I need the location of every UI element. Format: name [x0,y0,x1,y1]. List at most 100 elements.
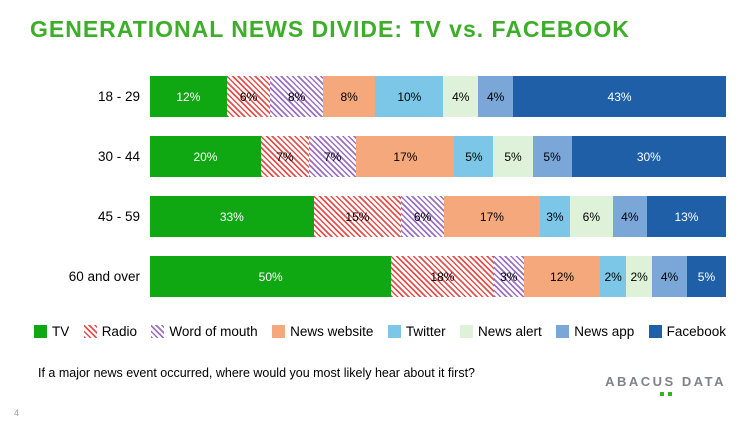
bar-segment-value: 5% [465,149,483,164]
bar-segment-news-app: 4% [478,76,514,117]
page-number: 4 [14,408,20,418]
bar-segment-radio: 18% [391,256,494,297]
bar-segment-twitter: 2% [600,256,627,297]
bar-segment-news-website: 17% [356,136,455,177]
legend-item-news-website: News website [272,324,373,339]
stacked-bar: 50% 18% 3% 12% 2% 2% 4% 5% [150,256,726,297]
category-label: 45 - 59 [97,209,140,224]
bar-segment-value: 7% [323,149,342,164]
bar-segment-value: 10% [397,89,422,104]
category-label: 60 and over [68,269,140,284]
legend-swatch-radio [83,325,97,338]
stacked-bar: 20% 7% 7% 17% 5% 5% 5% 30% [150,136,727,177]
chart-row: 60 and over 50% 18% 3% 12% 2% 2% 4% 5% [30,256,726,297]
bar-segment-facebook: 13% [646,196,726,237]
logo-dots-decoration [605,392,726,396]
bar-segment-word-of-mouth: 6% [401,196,444,237]
legend-label: Twitter [405,324,446,339]
bar-segment-value: 20% [193,149,218,164]
stacked-bar: 33% 15% 6% 17% 3% 6% 4% 13% [150,196,726,237]
bar-segment-tv: 50% [150,256,392,297]
legend-item-facebook: Facebook [648,324,726,339]
bar-segment-news-alert: 2% [626,256,653,297]
bar-segment-twitter: 3% [539,196,570,237]
bar-segment-news-app: 4% [652,256,687,297]
bar-segment-value: 5% [697,269,716,284]
bar-segment-value: 17% [393,149,418,164]
legend-swatch-news-website [272,325,286,338]
legend: TV Radio Word of mouth News website Twitter N… [34,324,726,339]
bar-segment-news-alert: 5% [493,136,533,177]
legend-item-tv: TV [34,324,69,339]
chart-row: 30 - 44 20% 7% 7% 17% 5% 5% 5% 30% [30,136,727,177]
legend-label: News website [290,324,374,339]
bar-segment-word-of-mouth: 8% [270,76,323,117]
legend-label: Facebook [666,324,726,339]
bar-segment-value: 13% [674,209,699,224]
bar-segment-twitter: 5% [454,136,494,177]
bar-segment-value: 12% [550,269,575,284]
bar-segment-news-website: 8% [322,76,376,117]
bar-segment-value: 12% [176,89,201,104]
bar-segment-value: 4% [660,269,679,284]
legend-item-radio: Radio [83,324,137,339]
bar-segment-value: 7% [276,149,294,164]
bar-segment-value: 5% [504,149,522,164]
legend-item-twitter: Twitter [387,324,446,339]
bar-segment-value: 3% [546,209,564,224]
legend-item-news-app: News app [556,324,634,339]
bar-segment-value: 4% [452,89,470,104]
legend-swatch-twitter [387,325,401,338]
bar-segment-word-of-mouth: 3% [493,256,524,297]
legend-swatch-tv [34,325,47,338]
category-label: 18 - 29 [97,89,140,104]
chart-title: GENERATIONAL NEWS DIVIDE: TV vs. FACEBOO… [30,16,630,42]
bar-segment-news-app: 5% [532,136,572,177]
bar-segment-radio: 7% [260,136,309,177]
bar-segment-value: 6% [413,209,432,224]
bar-segment-value: 6% [239,89,258,104]
bar-segment-value: 4% [621,209,639,224]
bar-segment-tv: 12% [150,76,227,117]
stacked-bar: 12% 6% 8% 8% 10% 4% 4% 43% [150,76,726,117]
bar-segment-value: 5% [543,149,561,164]
bar-segment-facebook: 5% [686,256,726,297]
bar-segment-value: 15% [345,209,370,224]
bar-segment-value: 8% [340,89,358,104]
bar-segment-news-alert: 4% [443,76,479,117]
stacked-bar-chart: 18 - 29 12% 6% 8% 8% 10% 4% 4% 43% 30 - 44 20% 7% 7%… [30,76,727,316]
bar-segment-value: 33% [219,209,244,224]
bar-segment-word-of-mouth: 7% [308,136,357,177]
legend-label: TV [52,324,70,339]
bar-segment-twitter: 10% [375,76,444,117]
legend-swatch-news-app [556,325,570,338]
bar-segment-facebook: 30% [571,136,727,177]
bar-segment-value: 4% [487,89,505,104]
legend-item-word-of-mouth: Word of mouth [151,324,258,339]
bar-segment-value: 6% [582,209,600,224]
bar-segment-radio: 6% [226,76,271,117]
bar-segment-value: 18% [430,269,455,284]
footnote: If a major news event occurred, where wo… [38,366,476,380]
chart-rows: 18 - 29 12% 6% 8% 8% 10% 4% 4% 43% 30 - 44 20% 7% 7%… [30,76,727,297]
legend-item-news-alert: News alert [460,324,542,339]
bar-segment-value: 8% [287,89,306,104]
bar-segment-value: 43% [607,89,632,104]
bar-segment-news-alert: 6% [569,196,613,237]
bar-segment-tv: 20% [150,136,261,177]
legend-swatch-word-of-mouth [151,325,165,338]
logo-text: ABACUS DATA [605,374,726,389]
legend-label: News app [574,324,635,339]
bar-segment-news-website: 17% [443,196,540,237]
bar-segment-news-app: 4% [612,196,647,237]
bar-segment-tv: 33% [150,196,314,237]
bar-segment-facebook: 43% [513,76,726,117]
chart-row: 45 - 59 33% 15% 6% 17% 3% 6% 4% 13% [30,196,726,237]
abacus-data-logo: ABACUS DATA [605,374,726,396]
legend-swatch-news-alert [460,325,473,338]
bar-segment-radio: 15% [313,196,402,237]
bar-segment-news-website: 12% [523,256,601,297]
bar-segment-value: 2% [630,269,648,284]
bar-segment-value: 30% [636,149,661,164]
